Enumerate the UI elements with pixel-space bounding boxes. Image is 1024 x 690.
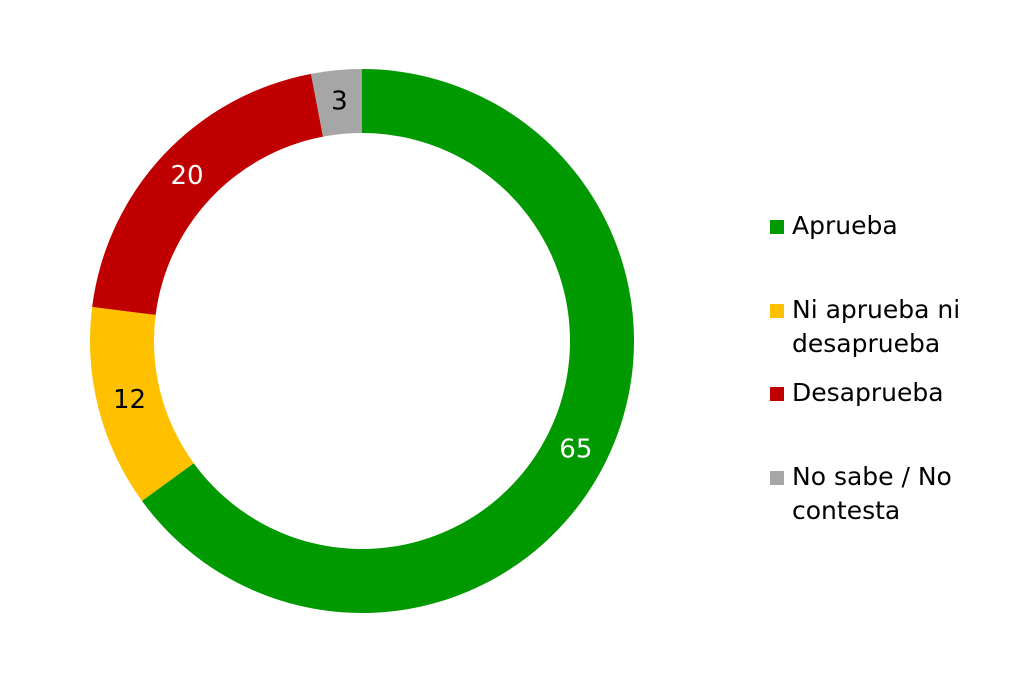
- data-label: 20: [171, 161, 204, 191]
- data-label: 3: [331, 87, 348, 117]
- donut-segment: [89, 306, 194, 501]
- legend-swatch: [770, 471, 784, 485]
- data-label: 65: [559, 434, 592, 464]
- legend-swatch: [770, 387, 784, 401]
- legend-label: Ni aprueba ni desaprueba: [792, 295, 961, 358]
- legend-swatch: [770, 220, 784, 234]
- data-label: 12: [113, 385, 146, 415]
- legend-item: Desaprueba: [770, 376, 1000, 410]
- legend-swatch: [770, 304, 784, 318]
- legend-item: No sabe / No contesta: [770, 460, 1000, 528]
- legend-label: Aprueba: [792, 211, 898, 240]
- legend-label: No sabe / No contesta: [792, 462, 952, 525]
- donut-segment: [311, 69, 362, 137]
- legend-item: Ni aprueba ni desaprueba: [770, 293, 1000, 361]
- legend-label: Desaprueba: [792, 378, 944, 407]
- legend-item: Aprueba: [770, 209, 1000, 243]
- donut-segment: [92, 73, 324, 315]
